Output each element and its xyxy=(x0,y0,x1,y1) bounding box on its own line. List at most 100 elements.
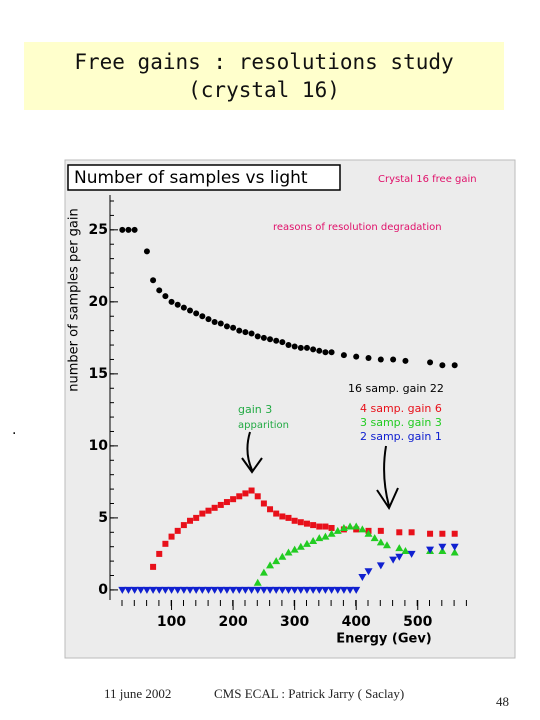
point xyxy=(402,357,409,364)
point xyxy=(273,510,280,517)
point xyxy=(199,510,206,517)
point xyxy=(450,543,459,551)
point xyxy=(370,534,379,542)
point xyxy=(260,334,267,341)
point xyxy=(253,578,262,586)
point xyxy=(309,586,318,594)
arrow xyxy=(376,445,399,511)
point xyxy=(389,556,398,564)
point xyxy=(315,534,324,542)
x-tick-label: 300 xyxy=(280,614,309,630)
chart-panel xyxy=(64,159,516,659)
point xyxy=(187,307,194,314)
point xyxy=(279,513,286,520)
point xyxy=(291,343,298,350)
point xyxy=(217,320,224,327)
point xyxy=(223,499,230,506)
annotation: gain 3 xyxy=(238,403,272,416)
point xyxy=(327,529,336,537)
point xyxy=(199,313,206,320)
point xyxy=(352,522,361,530)
y-tick-label: 25 xyxy=(89,222,108,238)
slide-title: (crystal 16) xyxy=(188,78,340,102)
point xyxy=(451,530,458,537)
bullet: . xyxy=(12,422,16,438)
point xyxy=(266,561,275,569)
point xyxy=(156,550,163,557)
point xyxy=(353,353,360,360)
point xyxy=(296,586,305,594)
point xyxy=(260,500,267,507)
point xyxy=(242,490,249,497)
point xyxy=(205,316,212,323)
point xyxy=(297,344,304,351)
point xyxy=(278,586,287,594)
point xyxy=(303,344,310,351)
point xyxy=(179,586,188,594)
point xyxy=(395,553,404,561)
point xyxy=(390,356,397,363)
point xyxy=(259,586,268,594)
point xyxy=(339,523,348,531)
point xyxy=(439,530,446,537)
point xyxy=(302,539,311,547)
point xyxy=(346,522,355,530)
slide-title: Free gains : resolutions study xyxy=(74,50,454,74)
point xyxy=(211,319,218,326)
point xyxy=(377,527,384,534)
point xyxy=(168,533,175,540)
point xyxy=(333,526,342,534)
point xyxy=(124,586,133,594)
point xyxy=(267,336,274,343)
point xyxy=(211,504,218,511)
point xyxy=(407,550,416,558)
point xyxy=(272,586,281,594)
y-tick-label: 10 xyxy=(89,438,109,454)
point xyxy=(285,342,292,349)
point xyxy=(365,355,372,362)
point xyxy=(162,540,169,547)
point xyxy=(315,586,324,594)
point xyxy=(143,248,150,255)
point xyxy=(192,586,201,594)
point xyxy=(155,586,164,594)
point xyxy=(272,557,281,565)
point xyxy=(254,333,261,340)
point xyxy=(150,563,157,570)
point xyxy=(364,529,373,537)
legend-entry: 4 samp. gain 6 xyxy=(360,402,442,415)
point xyxy=(187,517,194,524)
point xyxy=(241,586,250,594)
title-box: Free gains : resolutions study (crystal … xyxy=(24,42,504,110)
point xyxy=(290,545,299,553)
y-tick-label: 15 xyxy=(89,366,108,382)
y-axis-label: number of samples per gain xyxy=(67,208,82,392)
point xyxy=(328,349,335,356)
point xyxy=(322,349,329,356)
point xyxy=(223,323,230,330)
point xyxy=(376,538,385,546)
point xyxy=(242,329,249,336)
x-tick-label: 400 xyxy=(342,614,371,630)
point xyxy=(339,586,348,594)
point xyxy=(303,520,310,527)
point xyxy=(156,287,163,294)
point xyxy=(328,524,335,531)
annotation: apparition xyxy=(238,420,289,431)
point xyxy=(284,586,293,594)
point xyxy=(205,507,212,514)
point xyxy=(168,298,175,305)
x-tick-label: 200 xyxy=(218,614,247,630)
point xyxy=(236,493,243,500)
title-frame xyxy=(67,164,341,191)
point xyxy=(358,573,367,581)
x-tick-label: 100 xyxy=(157,614,186,630)
legend-entry: 2 samp. gain 1 xyxy=(360,430,442,443)
point xyxy=(346,586,355,594)
footer-author: CMS ECAL : Patrick Jarry ( Saclay) xyxy=(214,686,405,701)
point xyxy=(377,356,384,363)
point xyxy=(193,310,200,317)
y-tick-label: 20 xyxy=(89,294,109,310)
